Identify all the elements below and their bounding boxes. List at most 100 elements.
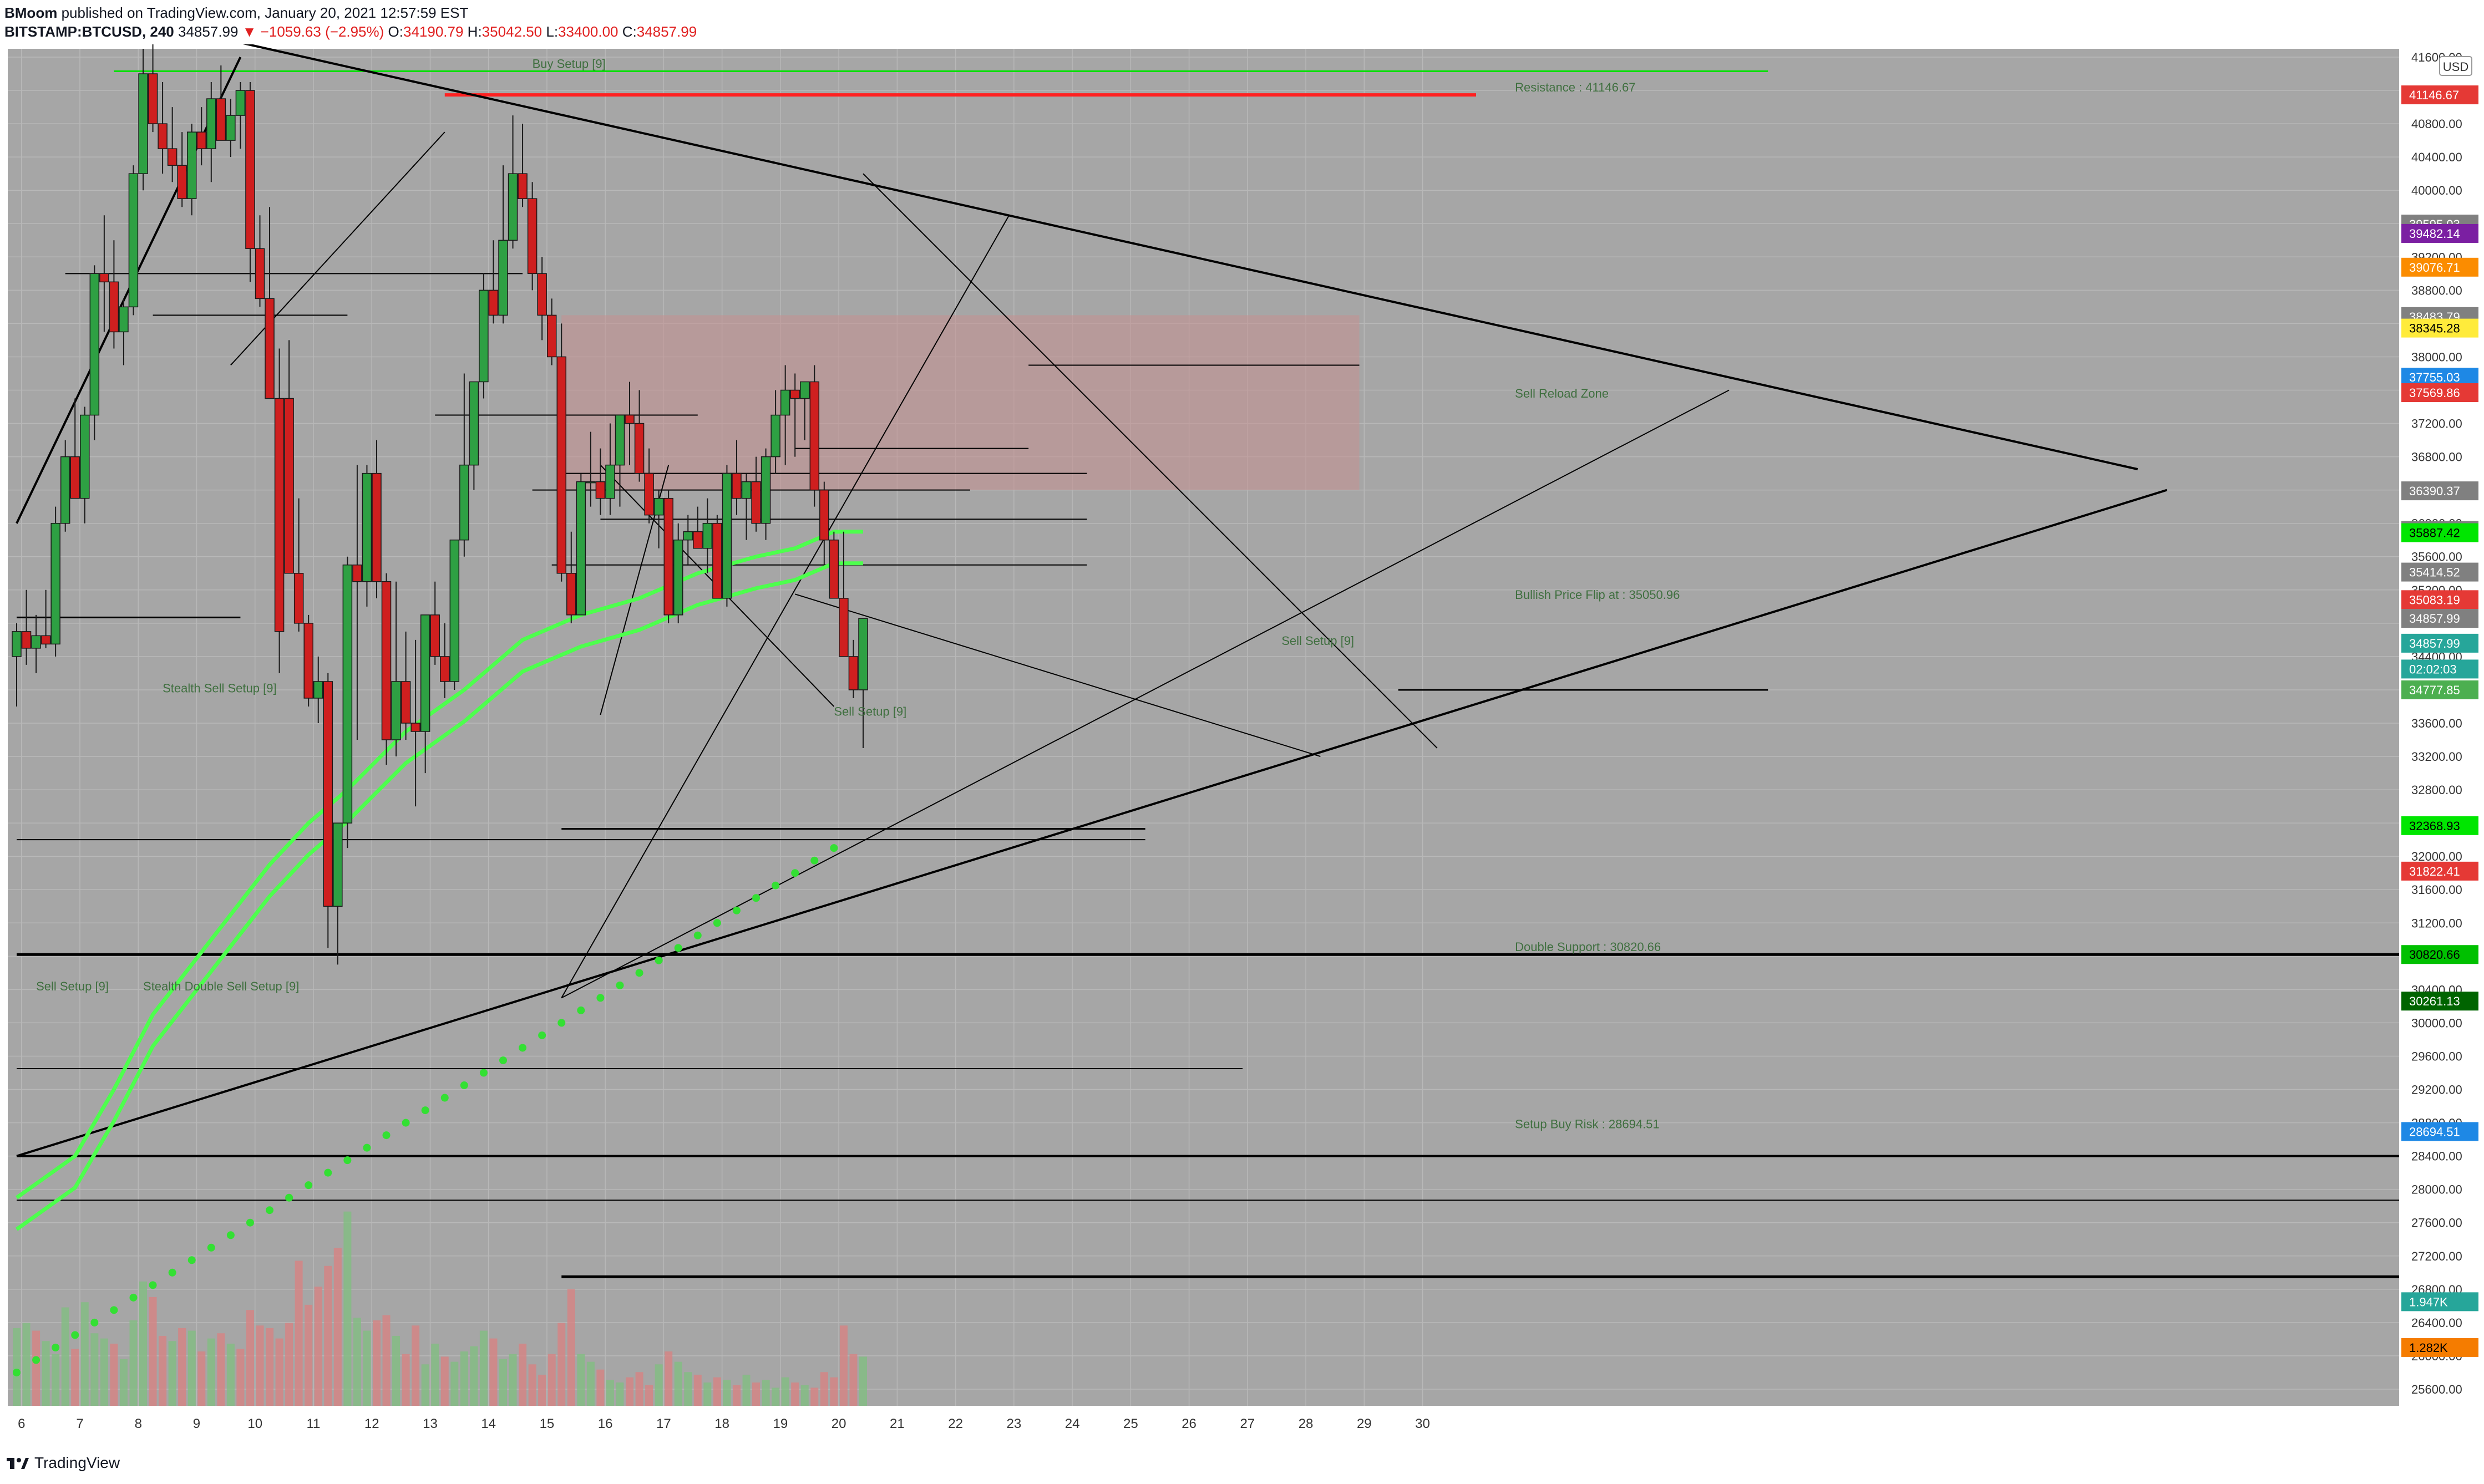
chart-annotation: Setup Buy Risk : 28694.51 — [1515, 1117, 1660, 1131]
candle-body — [449, 539, 460, 682]
trail-dot — [168, 1268, 176, 1277]
volume-bar — [13, 1328, 21, 1406]
trendline — [561, 215, 1010, 998]
candle-body — [196, 131, 207, 149]
price-label-text: 39482.14 — [2409, 227, 2460, 241]
volume-bar — [42, 1341, 50, 1406]
trail-dot — [479, 1069, 488, 1077]
price-label-text: 34777.85 — [2409, 683, 2460, 697]
x-tick-label: 16 — [598, 1416, 613, 1431]
volume-bar — [820, 1372, 828, 1406]
volume-bar — [129, 1320, 138, 1406]
price-label-box — [2401, 1122, 2478, 1141]
price-label-text: 1.947K — [2409, 1295, 2448, 1309]
volume-bar — [197, 1351, 206, 1406]
price-label-text: 30820.66 — [2409, 948, 2460, 962]
price-label-box — [2401, 318, 2478, 338]
price-chart[interactable]: Buy Setup [9] Resistance : 41146.67 Sell R… — [0, 44, 2484, 1442]
candles — [12, 44, 868, 965]
price-label-box — [2401, 481, 2478, 501]
y-tick-label: 29600.00 — [2411, 1049, 2462, 1063]
candle-body — [148, 73, 158, 124]
volume-bar — [538, 1374, 546, 1406]
candle-body — [352, 565, 362, 582]
price-label-box — [2401, 523, 2478, 542]
y-tick-label: 40800.00 — [2411, 117, 2462, 131]
volume-bar — [713, 1377, 721, 1406]
volume-bar — [849, 1354, 858, 1406]
volume-bar — [606, 1380, 614, 1406]
volume-bar — [353, 1318, 361, 1406]
candle-body — [595, 481, 606, 499]
x-tick-label: 26 — [1182, 1416, 1197, 1431]
volume-bar — [372, 1320, 381, 1406]
candle-body — [702, 522, 713, 549]
trail-dot — [32, 1356, 40, 1364]
price-label-box — [2401, 945, 2478, 964]
open-value: 34190.79 — [403, 23, 464, 40]
candle-body — [537, 273, 547, 316]
trail-dot — [305, 1181, 313, 1190]
candle-body — [138, 73, 148, 174]
x-tick-label: 22 — [948, 1416, 963, 1431]
trail-dot — [752, 894, 761, 902]
candle-body — [741, 481, 752, 499]
candle-body — [226, 115, 236, 141]
volume-bar — [333, 1248, 342, 1406]
y-tick-label: 30000.00 — [2411, 1016, 2462, 1030]
volume-bar — [557, 1323, 566, 1406]
candle-body — [799, 381, 810, 399]
y-tick-label: 27600.00 — [2411, 1216, 2462, 1230]
trail-dot — [324, 1168, 332, 1177]
chart-annotation: Resistance : 41146.67 — [1515, 80, 1635, 94]
volume-bar — [266, 1328, 274, 1406]
close-label: C: — [622, 23, 637, 40]
candle-body — [401, 681, 411, 724]
candle-body — [420, 614, 430, 732]
candle-body — [605, 464, 615, 499]
high-label: H: — [467, 23, 482, 40]
price-label-box — [2401, 383, 2478, 403]
volume-bar — [470, 1346, 478, 1406]
price-label-box — [2401, 562, 2478, 582]
x-tick-label: 8 — [135, 1416, 142, 1431]
candle-body — [128, 173, 139, 308]
volume-bar — [450, 1361, 459, 1406]
candle-body — [50, 522, 60, 645]
trendlines — [16, 44, 2167, 1157]
publisher-name[interactable]: BMoom — [4, 4, 58, 21]
y-tick-label: 31200.00 — [2411, 916, 2462, 930]
y-tick-label: 29200.00 — [2411, 1083, 2462, 1097]
trail-dot — [285, 1193, 293, 1202]
candle-body — [829, 539, 839, 599]
candle-body — [255, 248, 265, 299]
price-label-box — [2401, 1292, 2478, 1312]
candle-body — [12, 631, 22, 657]
price-label-box — [2401, 85, 2478, 105]
x-tick-label: 13 — [423, 1416, 438, 1431]
volume-bar — [217, 1333, 225, 1406]
volume-bar — [645, 1385, 653, 1406]
y-tick-label: 28400.00 — [2411, 1150, 2462, 1163]
trail-dot — [732, 906, 741, 914]
x-tick-label: 20 — [832, 1416, 846, 1431]
candle-body — [722, 472, 732, 599]
volume-bar — [382, 1315, 391, 1406]
x-tick-label: 18 — [714, 1416, 729, 1431]
price-label-text: 30261.13 — [2409, 994, 2460, 1008]
trail-dot — [693, 931, 702, 939]
price-label-text: 1.282K — [2409, 1341, 2448, 1355]
x-tick-label: 25 — [1123, 1416, 1138, 1431]
trail-dot — [772, 881, 780, 890]
x-tick-label: 30 — [1415, 1416, 1430, 1431]
chart-annotation: Sell Setup [9] — [36, 979, 109, 993]
volume-bar — [528, 1364, 536, 1406]
candle-body — [566, 573, 576, 616]
volume-bar — [440, 1356, 449, 1406]
symbol-label[interactable]: BITSTAMP:BTCUSD, 240 — [4, 23, 174, 40]
volume-bar — [119, 1359, 128, 1406]
volume-bar — [246, 1310, 254, 1406]
volume-bar — [616, 1382, 624, 1406]
volume-bar — [810, 1388, 819, 1406]
tradingview-logo[interactable]: TradingView — [7, 1454, 120, 1472]
